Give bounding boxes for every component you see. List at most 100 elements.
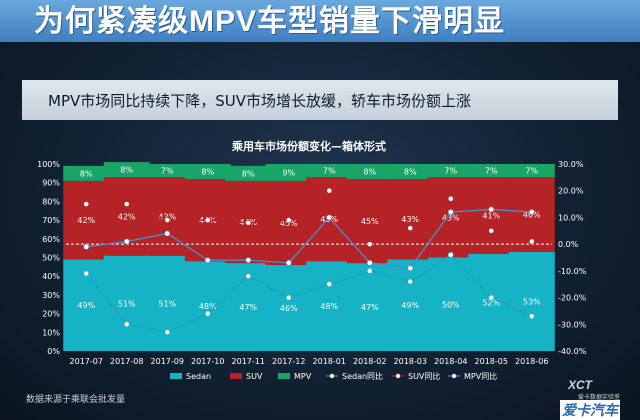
point-mpv-yoy bbox=[83, 243, 90, 250]
point-sedan-yoy bbox=[326, 281, 333, 288]
point-sedan-yoy bbox=[285, 294, 292, 301]
x-tick-label: 2017-09 bbox=[151, 357, 184, 366]
y-right-tick-label: 10.0% bbox=[558, 213, 584, 222]
point-suv-yoy bbox=[528, 238, 535, 245]
point-suv-yoy bbox=[407, 225, 414, 232]
point-suv-yoy bbox=[366, 241, 373, 248]
data-label-sedan: 47% bbox=[239, 303, 257, 312]
data-label-suv: 42% bbox=[77, 216, 95, 225]
bar-sedan bbox=[427, 257, 474, 351]
data-label-sedan: 52% bbox=[482, 298, 500, 307]
point-suv-yoy bbox=[285, 217, 292, 223]
y-left-tick-label: 30% bbox=[42, 291, 60, 300]
point-sedan-yoy bbox=[528, 313, 535, 320]
bar-sedan bbox=[346, 263, 393, 351]
point-sedan-yoy bbox=[83, 270, 90, 277]
legend-label: MPV同比 bbox=[464, 371, 497, 381]
point-mpv-yoy bbox=[488, 206, 495, 213]
y-left-tick-label: 0% bbox=[47, 347, 60, 356]
legend-marker bbox=[451, 373, 457, 379]
x-tick-label: 2018-06 bbox=[515, 357, 548, 366]
bar-mpv bbox=[184, 164, 231, 179]
point-suv-yoy bbox=[123, 201, 130, 207]
data-label-suv: 41% bbox=[482, 211, 500, 220]
bar-mpv bbox=[427, 164, 474, 178]
data-label-sedan: 49% bbox=[77, 301, 95, 310]
data-label-mpv: 7% bbox=[525, 167, 538, 176]
point-suv-yoy bbox=[245, 219, 252, 226]
data-label-mpv: 7% bbox=[323, 167, 336, 176]
bar-sedan bbox=[265, 264, 312, 351]
point-mpv-yoy bbox=[164, 230, 171, 237]
x-tick-label: 2017-07 bbox=[70, 357, 103, 366]
y-left-tick-label: 70% bbox=[42, 216, 60, 225]
data-label-mpv: 8% bbox=[242, 169, 255, 178]
bar-mpv bbox=[144, 164, 191, 178]
data-label-suv: 40% bbox=[523, 210, 541, 219]
point-mpv-yoy bbox=[326, 214, 333, 221]
legend-marker bbox=[395, 373, 401, 379]
data-label-mpv: 8% bbox=[404, 167, 417, 176]
data-label-mpv: 8% bbox=[120, 166, 133, 175]
headline-title: 为何紧凑级MPV车型销量下滑明显 bbox=[34, 5, 506, 38]
legend-swatch bbox=[278, 373, 290, 379]
point-sedan-yoy bbox=[447, 251, 454, 258]
bar-mpv bbox=[63, 165, 110, 181]
bar-mpv bbox=[346, 164, 393, 179]
bar-mpv bbox=[265, 164, 312, 181]
bar-sedan bbox=[103, 255, 150, 351]
y-left-tick-label: 60% bbox=[42, 235, 60, 244]
y-left-tick-label: 100% bbox=[37, 160, 60, 169]
bar-mpv bbox=[306, 164, 353, 178]
y-left-tick-label: 90% bbox=[42, 179, 60, 188]
x-tick-label: 2017-08 bbox=[110, 357, 143, 366]
y-right-tick-label: -20.0% bbox=[558, 294, 587, 303]
x-tick-label: 2018-01 bbox=[313, 357, 346, 366]
legend-label: SUV同比 bbox=[408, 371, 440, 381]
point-sedan-yoy bbox=[164, 329, 171, 336]
subtitle-text: MPV市场同比持续下降，SUV市场增长放缓，轿车市场份额上涨 bbox=[48, 92, 472, 110]
point-mpv-yoy bbox=[366, 259, 373, 266]
data-label-suv: 43% bbox=[401, 215, 419, 224]
bar-mpv bbox=[387, 164, 434, 179]
x-tick-label: 2018-05 bbox=[475, 357, 508, 366]
point-mpv-yoy bbox=[407, 265, 414, 272]
point-suv-yoy bbox=[326, 187, 333, 194]
data-label-mpv: 7% bbox=[485, 167, 498, 176]
x-tick-label: 2017-12 bbox=[272, 357, 305, 366]
data-label-suv: 45% bbox=[280, 219, 298, 228]
legend-swatch bbox=[230, 373, 242, 379]
point-sedan-yoy bbox=[204, 310, 211, 317]
y-left-tick-label: 20% bbox=[42, 310, 60, 319]
legend-label: Sedan同比 bbox=[342, 371, 383, 381]
point-mpv-yoy bbox=[528, 209, 535, 215]
bar-sedan bbox=[508, 251, 555, 351]
data-label-sedan: 47% bbox=[361, 303, 379, 312]
line-sedan-yoy bbox=[85, 253, 533, 333]
point-suv-yoy bbox=[447, 195, 454, 202]
line-suv-yoy bbox=[86, 189, 532, 245]
data-label-mpv: 8% bbox=[80, 169, 93, 178]
point-mpv-yoy bbox=[204, 257, 211, 264]
data-label-sedan: 48% bbox=[199, 302, 217, 311]
logo-top: XCT bbox=[568, 378, 592, 392]
point-suv-yoy bbox=[204, 217, 211, 223]
y-left-tick-label: 80% bbox=[42, 197, 60, 206]
x-tick-label: 2017-11 bbox=[232, 357, 265, 366]
data-label-sedan: 46% bbox=[280, 304, 298, 313]
y-left-tick-label: 40% bbox=[42, 272, 60, 281]
data-label-mpv: 8% bbox=[363, 167, 376, 176]
x-tick-label: 2017-10 bbox=[191, 357, 224, 366]
bar-mpv bbox=[508, 164, 555, 178]
data-label-suv: 45% bbox=[361, 217, 379, 226]
point-mpv-yoy bbox=[285, 259, 292, 266]
y-right-tick-label: 30.0% bbox=[558, 160, 584, 169]
bar-mpv bbox=[468, 164, 515, 178]
point-sedan-yoy bbox=[123, 321, 130, 328]
data-label-suv: 42% bbox=[118, 212, 136, 221]
y-right-tick-label: -30.0% bbox=[558, 320, 587, 329]
point-sedan-yoy bbox=[407, 278, 414, 285]
data-label-mpv: 7% bbox=[444, 167, 457, 176]
source-note: 数据来源于乘联会批发量 bbox=[26, 395, 126, 405]
